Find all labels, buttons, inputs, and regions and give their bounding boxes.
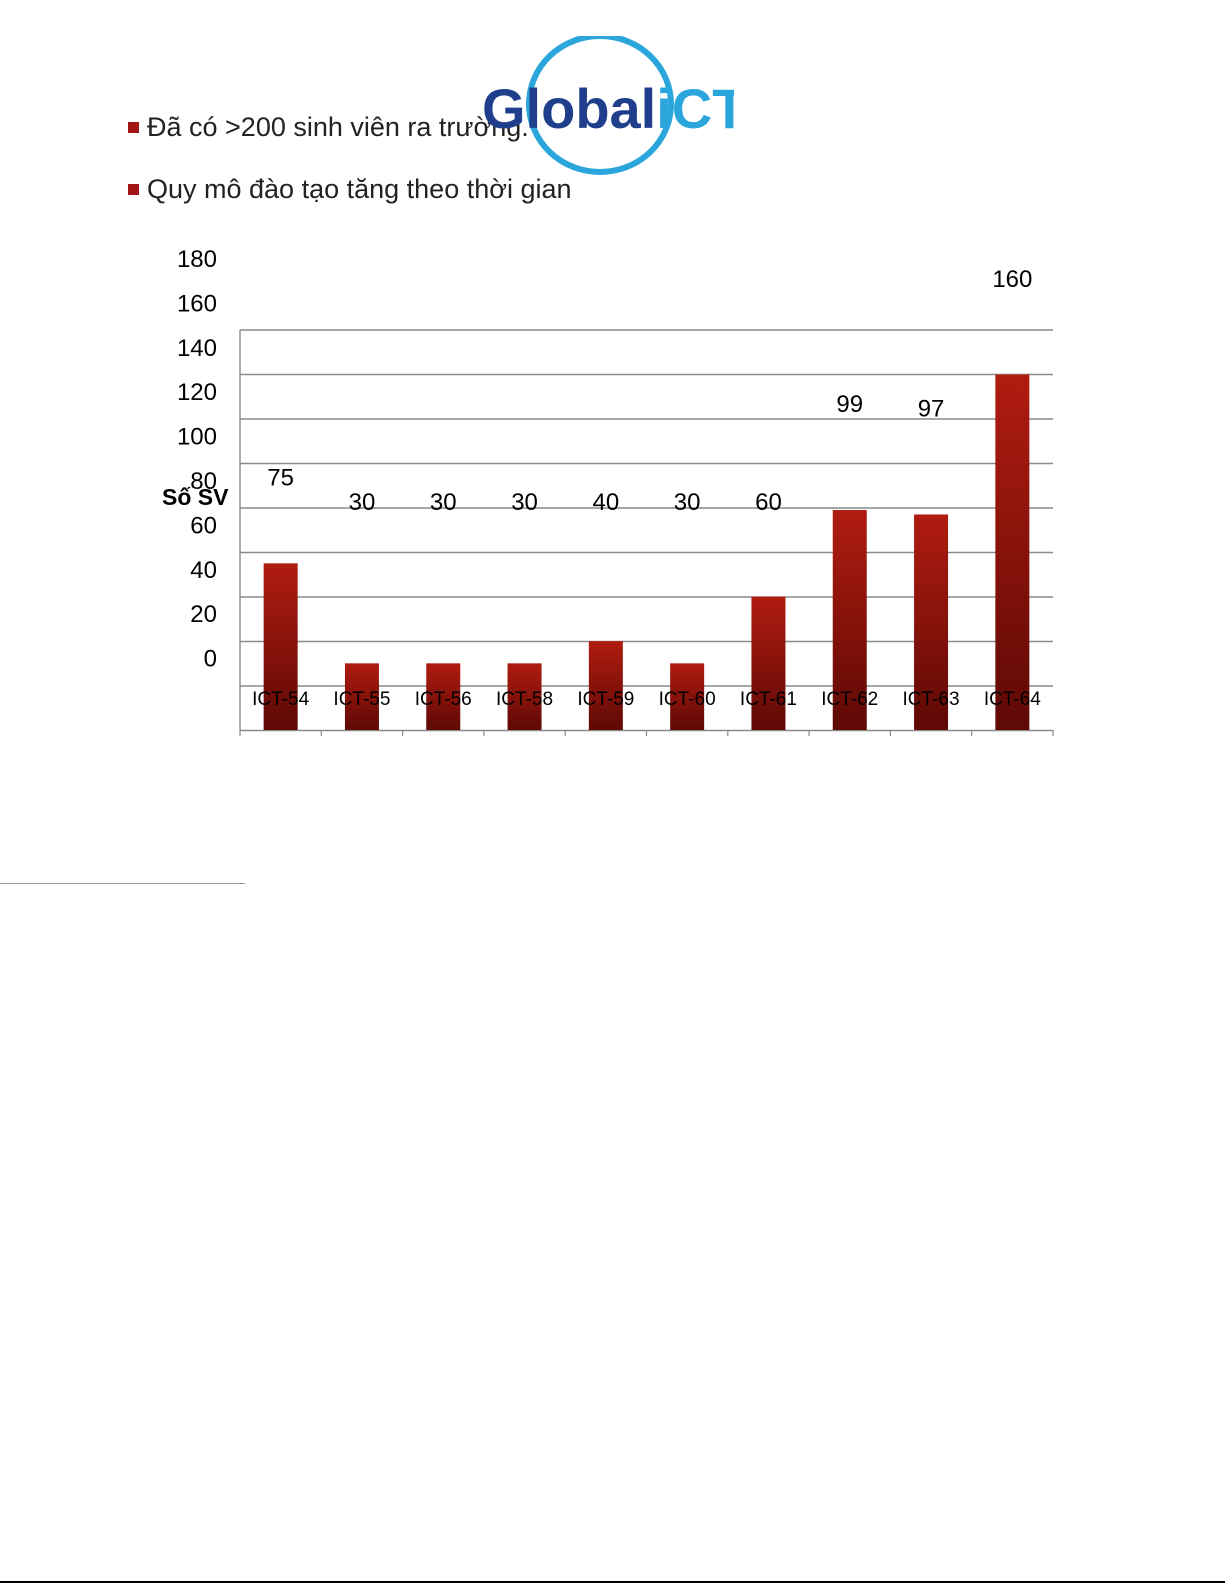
data-label: 30 <box>430 489 457 516</box>
x-tick-label: ICT-55 <box>333 689 390 710</box>
bar <box>344 663 379 730</box>
x-tick-label: ICT-58 <box>496 689 553 710</box>
globalict-logo: GlobaliCT <box>482 36 734 175</box>
bar <box>426 663 461 730</box>
y-tick-label: 120 <box>177 379 217 406</box>
x-tick-label: ICT-59 <box>577 689 634 710</box>
bar <box>670 663 705 730</box>
footer-divider <box>0 883 245 884</box>
logo-ring-icon <box>526 36 674 175</box>
data-label: 30 <box>674 489 701 516</box>
data-label: 160 <box>992 266 1032 293</box>
x-tick-label: ICT-64 <box>984 689 1041 710</box>
x-tick-label: ICT-60 <box>659 689 716 710</box>
logo-wordmark: GlobaliCT <box>482 77 734 140</box>
y-tick-label: 20 <box>190 601 217 628</box>
x-tick-label: ICT-62 <box>821 689 878 710</box>
x-tick-label: ICT-56 <box>415 689 472 710</box>
data-label: 30 <box>511 489 538 516</box>
data-label: 30 <box>349 489 376 516</box>
y-tick-label: 160 <box>177 290 217 317</box>
page-bottom-rule <box>0 1581 1225 1583</box>
y-axis-ticks: 180 160 140 120 100 80 60 40 20 0 <box>177 246 217 673</box>
bullet-square-icon <box>128 184 139 195</box>
data-label: 97 <box>918 395 945 422</box>
bars <box>263 374 1030 730</box>
y-tick-label: 100 <box>177 424 217 451</box>
data-label: 99 <box>836 391 863 418</box>
x-tick-label: ICT-54 <box>252 689 309 710</box>
x-tick-label: ICT-61 <box>740 689 797 710</box>
bar <box>507 663 542 730</box>
x-axis-labels: ICT-54 ICT-55 ICT-56 ICT-58 ICT-59 ICT-60 ICT-… <box>252 689 1041 710</box>
y-tick-label: 180 <box>177 246 217 273</box>
bar <box>832 510 867 730</box>
bullet-text: Đã có >200 sinh viên ra trường. <box>147 112 529 142</box>
data-label: 60 <box>755 489 782 516</box>
data-label: 75 <box>267 464 294 491</box>
y-tick-label: 60 <box>190 512 217 539</box>
y-tick-label: 0 <box>204 646 217 673</box>
bullet-item-graduates: Đã có >200 sinh viên ra trường. <box>128 112 529 143</box>
bar <box>751 596 786 730</box>
bar <box>995 374 1030 730</box>
data-labels: 75 30 30 30 40 30 60 99 97 160 <box>267 266 1032 516</box>
bar <box>588 641 623 730</box>
data-label: 40 <box>592 489 619 516</box>
bar <box>263 563 298 730</box>
y-tick-label: 80 <box>190 468 217 495</box>
x-tick-label: ICT-63 <box>903 689 960 710</box>
y-axis-label: Số SV <box>162 484 229 510</box>
bar <box>914 514 949 730</box>
y-tick-label: 140 <box>177 335 217 362</box>
bullet-item-scale: Quy mô đào tạo tăng theo thời gian <box>128 174 572 205</box>
bullet-text: Quy mô đào tạo tăng theo thời gian <box>147 174 572 204</box>
y-tick-label: 40 <box>190 557 217 584</box>
bullet-square-icon <box>128 122 139 133</box>
